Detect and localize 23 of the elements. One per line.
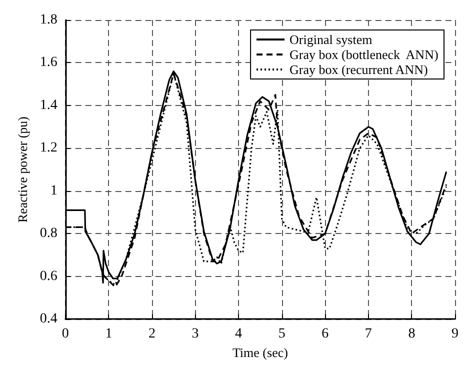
x-tick-label: 0 [62, 326, 69, 342]
x-tick-label: 3 [192, 326, 199, 342]
legend-label: Gray box (bottleneck ANN) [290, 47, 438, 62]
legend-label: Original system [290, 32, 372, 47]
x-tick-label: 6 [322, 326, 329, 342]
x-tick-label: 4 [235, 326, 242, 342]
x-tick-label: 8 [408, 326, 416, 342]
legend-label: Gray box (recurrent ANN) [290, 62, 428, 77]
y-tick-label: 0.8 [40, 226, 58, 242]
y-tick-label: 0.4 [40, 312, 58, 327]
x-tick-label: 5 [278, 326, 286, 342]
x-tick-label: 2 [148, 326, 156, 342]
y-tick-label: 0.6 [40, 268, 58, 284]
x-tick-label: 1 [105, 326, 112, 342]
y-tick-label: 1.4 [40, 98, 58, 113]
y-axis-title: Reactive power (pu) [15, 116, 30, 223]
y-tick-label: 1.6 [40, 55, 58, 70]
x-tick-label: 9 [452, 326, 458, 342]
y-tick-label: 1.2 [40, 140, 58, 156]
y-tick-label: 1 [50, 183, 58, 198]
x-axis-title: Time (sec) [232, 345, 288, 360]
x-tick-label: 7 [364, 326, 372, 342]
y-tick-label: 1.8 [40, 12, 58, 28]
